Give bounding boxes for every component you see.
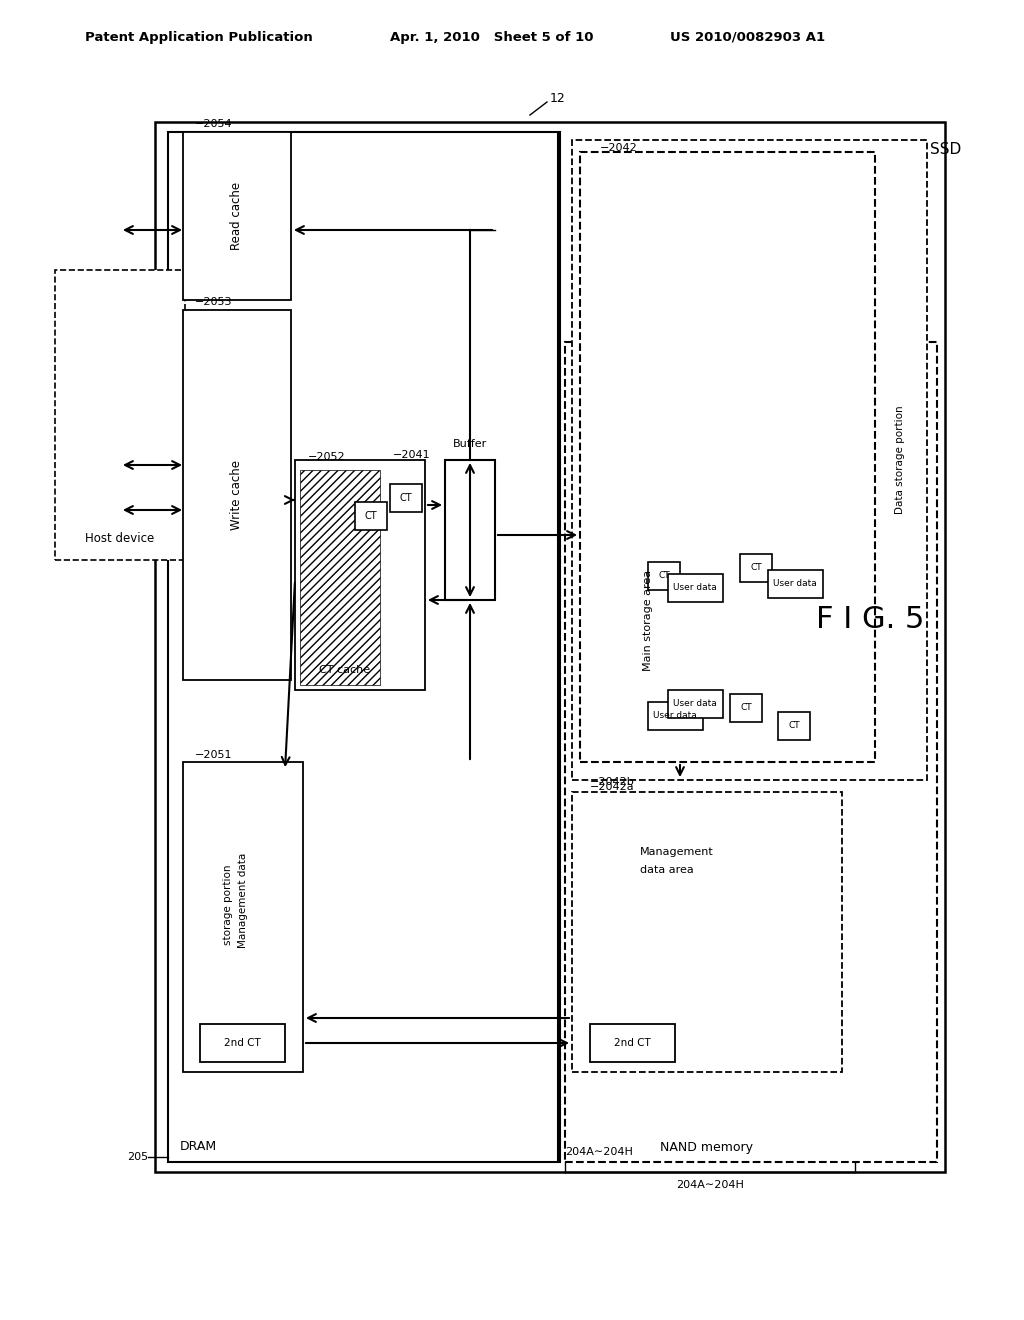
Text: 204A∼204H: 204A∼204H xyxy=(676,1180,744,1191)
Bar xyxy=(155,121,945,1172)
Bar xyxy=(668,690,723,718)
Text: US 2010/0082903 A1: US 2010/0082903 A1 xyxy=(670,30,825,44)
Bar xyxy=(390,484,422,512)
Bar xyxy=(572,792,842,1072)
Bar xyxy=(183,762,303,1072)
Text: −2051: −2051 xyxy=(195,750,232,760)
Text: Buffer: Buffer xyxy=(453,440,487,449)
Bar xyxy=(295,459,425,690)
Bar xyxy=(168,132,558,1162)
Text: Main storage area: Main storage area xyxy=(643,569,653,671)
Text: 204A∼204H: 204A∼204H xyxy=(565,1147,633,1158)
Bar xyxy=(648,702,703,730)
Text: −2053: −2053 xyxy=(195,297,232,308)
Text: Host device: Host device xyxy=(85,532,155,545)
Text: CT: CT xyxy=(751,564,762,573)
Bar xyxy=(740,554,772,582)
Text: 2nd CT: 2nd CT xyxy=(613,1038,650,1048)
Text: data area: data area xyxy=(640,865,693,875)
Text: −2054: −2054 xyxy=(195,119,232,129)
Text: −2042a: −2042a xyxy=(590,781,635,792)
Text: User data: User data xyxy=(673,700,717,709)
Text: storage portion: storage portion xyxy=(223,865,233,945)
Text: −2052: −2052 xyxy=(308,451,346,462)
Bar xyxy=(445,459,495,601)
Text: Write cache: Write cache xyxy=(230,459,244,531)
Text: Patent Application Publication: Patent Application Publication xyxy=(85,30,312,44)
Bar xyxy=(200,1024,285,1063)
Bar xyxy=(648,562,680,590)
Bar xyxy=(572,140,927,780)
Bar xyxy=(300,470,380,685)
Text: −2041: −2041 xyxy=(392,450,430,459)
Text: CT cache: CT cache xyxy=(319,665,371,675)
Text: Data storage portion: Data storage portion xyxy=(895,405,905,515)
Text: User data: User data xyxy=(773,579,817,589)
Text: User data: User data xyxy=(673,583,717,593)
Bar xyxy=(590,1024,675,1063)
Text: DRAM: DRAM xyxy=(180,1140,217,1154)
Text: −2042: −2042 xyxy=(600,143,638,153)
Text: CT: CT xyxy=(658,572,670,581)
Bar xyxy=(55,271,185,560)
Bar xyxy=(355,502,387,531)
Bar xyxy=(183,310,291,680)
Text: Apr. 1, 2010   Sheet 5 of 10: Apr. 1, 2010 Sheet 5 of 10 xyxy=(390,30,594,44)
Bar xyxy=(768,570,823,598)
Text: Management: Management xyxy=(640,847,714,857)
Text: CT: CT xyxy=(740,704,752,713)
Text: NAND memory: NAND memory xyxy=(660,1140,753,1154)
Text: CT: CT xyxy=(788,722,800,730)
Bar xyxy=(580,152,874,762)
Text: SSD: SSD xyxy=(930,143,962,157)
Text: 205: 205 xyxy=(127,1152,148,1162)
Text: 2nd CT: 2nd CT xyxy=(223,1038,260,1048)
Bar xyxy=(668,574,723,602)
Text: User data: User data xyxy=(653,711,697,721)
Text: CT: CT xyxy=(365,511,377,521)
Bar xyxy=(778,711,810,741)
Text: Read cache: Read cache xyxy=(230,182,244,249)
Text: −2042b: −2042b xyxy=(590,777,635,787)
Bar xyxy=(183,132,291,300)
Bar xyxy=(565,342,937,1162)
Text: CT: CT xyxy=(399,492,413,503)
Text: F I G. 5: F I G. 5 xyxy=(816,606,925,635)
Text: Management data: Management data xyxy=(238,853,248,948)
Bar xyxy=(730,694,762,722)
Text: 12: 12 xyxy=(550,91,565,104)
